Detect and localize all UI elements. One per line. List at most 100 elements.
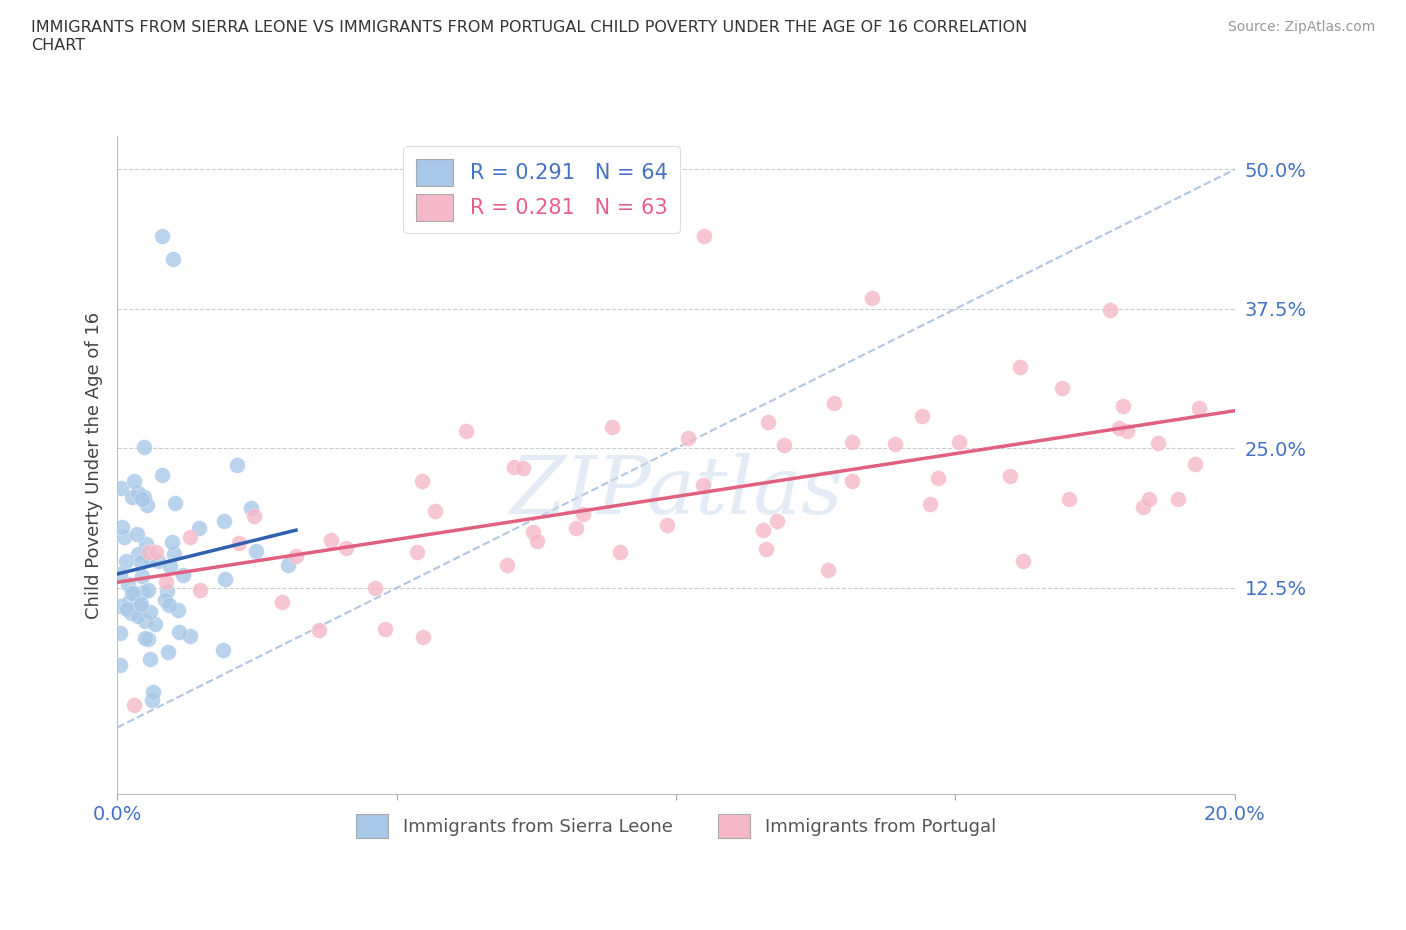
- Point: [242, 509, 264, 524]
- Point: [157, 597, 180, 612]
- Point: [1167, 492, 1189, 507]
- Point: [1099, 303, 1122, 318]
- Point: [150, 229, 173, 244]
- Point: [817, 563, 839, 578]
- Point: [1108, 420, 1130, 435]
- Point: [1012, 553, 1035, 568]
- Point: [156, 583, 179, 598]
- Point: [125, 527, 148, 542]
- Point: [142, 684, 165, 699]
- Point: [1147, 436, 1170, 451]
- Point: [117, 602, 139, 617]
- Point: [132, 584, 155, 599]
- Y-axis label: Child Poverty Under the Age of 16: Child Poverty Under the Age of 16: [86, 312, 103, 618]
- Point: [166, 603, 188, 618]
- Point: [122, 586, 145, 601]
- Point: [920, 497, 942, 512]
- Point: [502, 459, 524, 474]
- Point: [911, 409, 934, 424]
- Point: [139, 551, 162, 565]
- Point: [121, 585, 143, 600]
- Point: [1188, 400, 1211, 415]
- Point: [496, 558, 519, 573]
- Point: [155, 574, 177, 589]
- Point: [132, 490, 155, 505]
- Point: [110, 658, 132, 672]
- Point: [135, 537, 157, 551]
- Point: [374, 621, 396, 636]
- Point: [108, 625, 131, 640]
- Legend: Immigrants from Sierra Leone, Immigrants from Portugal: Immigrants from Sierra Leone, Immigrants…: [349, 807, 1004, 844]
- Point: [179, 529, 201, 544]
- Point: [157, 644, 180, 659]
- Point: [526, 534, 548, 549]
- Point: [245, 543, 267, 558]
- Point: [411, 473, 433, 488]
- Point: [110, 481, 132, 496]
- Point: [139, 652, 162, 667]
- Point: [129, 597, 152, 612]
- Point: [214, 513, 236, 528]
- Point: [335, 540, 357, 555]
- Point: [572, 507, 595, 522]
- Point: [1112, 398, 1135, 413]
- Point: [308, 623, 330, 638]
- Point: [321, 533, 343, 548]
- Point: [752, 523, 775, 538]
- Point: [153, 592, 176, 607]
- Point: [122, 474, 145, 489]
- Point: [841, 434, 863, 449]
- Point: [1132, 499, 1154, 514]
- Point: [212, 643, 235, 658]
- Point: [406, 545, 429, 560]
- Point: [565, 520, 588, 535]
- Point: [150, 467, 173, 482]
- Point: [1137, 491, 1160, 506]
- Point: [129, 555, 152, 570]
- Point: [693, 229, 716, 244]
- Point: [271, 594, 294, 609]
- Point: [110, 520, 132, 535]
- Point: [188, 582, 211, 597]
- Point: [600, 419, 623, 434]
- Text: Source: ZipAtlas.com: Source: ZipAtlas.com: [1227, 20, 1375, 34]
- Point: [148, 553, 170, 568]
- Point: [141, 693, 163, 708]
- Point: [214, 571, 236, 586]
- Point: [823, 396, 845, 411]
- Point: [766, 513, 789, 528]
- Point: [134, 631, 156, 645]
- Point: [134, 439, 156, 454]
- Point: [228, 536, 250, 551]
- Point: [676, 431, 699, 445]
- Point: [755, 541, 778, 556]
- Point: [187, 520, 209, 535]
- Point: [128, 598, 150, 613]
- Text: ZIPatlas: ZIPatlas: [509, 453, 842, 530]
- Point: [285, 549, 308, 564]
- Point: [134, 614, 156, 629]
- Point: [522, 525, 544, 539]
- Point: [692, 477, 714, 492]
- Point: [1000, 469, 1022, 484]
- Point: [136, 583, 159, 598]
- Point: [412, 630, 434, 644]
- Point: [225, 458, 247, 472]
- Point: [240, 501, 263, 516]
- Point: [162, 251, 184, 266]
- Point: [115, 553, 138, 568]
- Point: [456, 423, 478, 438]
- Point: [655, 518, 678, 533]
- Point: [131, 491, 153, 506]
- Point: [163, 546, 186, 561]
- Point: [1116, 423, 1139, 438]
- Point: [127, 486, 149, 501]
- Point: [172, 567, 194, 582]
- Point: [364, 580, 387, 595]
- Point: [609, 545, 631, 560]
- Point: [841, 473, 863, 488]
- Point: [122, 698, 145, 712]
- Point: [277, 558, 299, 573]
- Point: [163, 496, 186, 511]
- Point: [120, 605, 142, 620]
